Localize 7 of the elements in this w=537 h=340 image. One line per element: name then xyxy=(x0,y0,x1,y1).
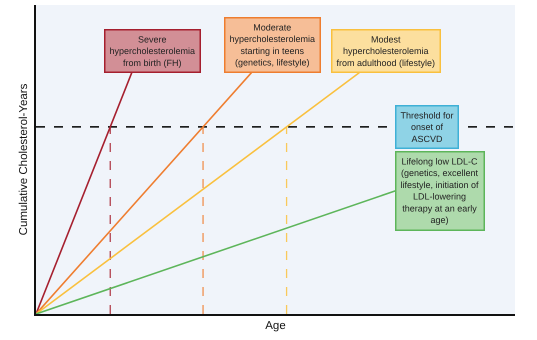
x-axis-title: Age xyxy=(265,320,286,332)
series-label: Modest hypercholesterolemia from adulthood (lifestyle) xyxy=(336,34,436,68)
text: Moderate hypercholesterolemia starting in teens (genetics, lifestyle) xyxy=(230,22,316,68)
ref-line-label: Threshold for onset of ASCVD xyxy=(400,110,454,144)
series-label: Lifelong low LDL-C (genetics, excellent lifestyle, initiation of LDL-lowering therapy at an early age) xyxy=(400,156,480,225)
text: Severe hypercholesterolemia from birth (FH) xyxy=(110,34,196,68)
y-axis-title: Cumulative Cholesterol-Years xyxy=(18,83,30,236)
